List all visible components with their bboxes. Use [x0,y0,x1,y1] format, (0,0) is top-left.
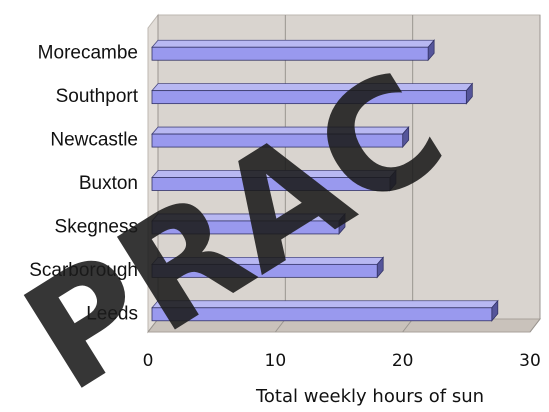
x-tick-label-0: 0 [143,351,154,371]
bar-southport [151,82,474,105]
category-label-buxton: Buxton [79,173,138,194]
x-tick-labels: 0 10 20 30 [143,351,541,371]
bar-front-face [151,46,429,61]
bar-front-face [151,177,391,191]
bar-morecambe [151,39,436,62]
bar-scarborough [151,256,385,279]
bar-front-face [151,220,340,235]
bars-group [151,39,499,322]
bar-front-face [151,263,378,278]
bar-front-face [151,307,493,322]
bar-leeds [151,299,499,322]
category-label-newcastle: Newcastle [50,130,138,151]
category-label-skegness: Skegness [55,216,138,237]
bar-top-face [151,39,436,48]
x-axis-title: Total weekly hours of sun [255,386,484,407]
gridline-30 [529,15,541,333]
category-label-scarborough: Scarborough [29,260,138,281]
bar-front-face [151,133,404,148]
x-tick-label-20: 20 [392,351,414,371]
bar-skegness [151,212,346,236]
x-tick-label-10: 10 [265,351,287,371]
category-label-morecambe: Morecambe [38,43,138,64]
bar-newcastle [151,125,410,149]
bar-buxton [151,169,397,192]
category-labels: Morecambe Southport Newcastle Buxton Skegnes… [29,43,139,325]
category-label-southport: Southport [56,86,139,107]
category-label-leeds: Leeds [86,303,138,324]
bar-front-face [151,90,467,105]
x-tick-label-30: 30 [519,351,541,371]
